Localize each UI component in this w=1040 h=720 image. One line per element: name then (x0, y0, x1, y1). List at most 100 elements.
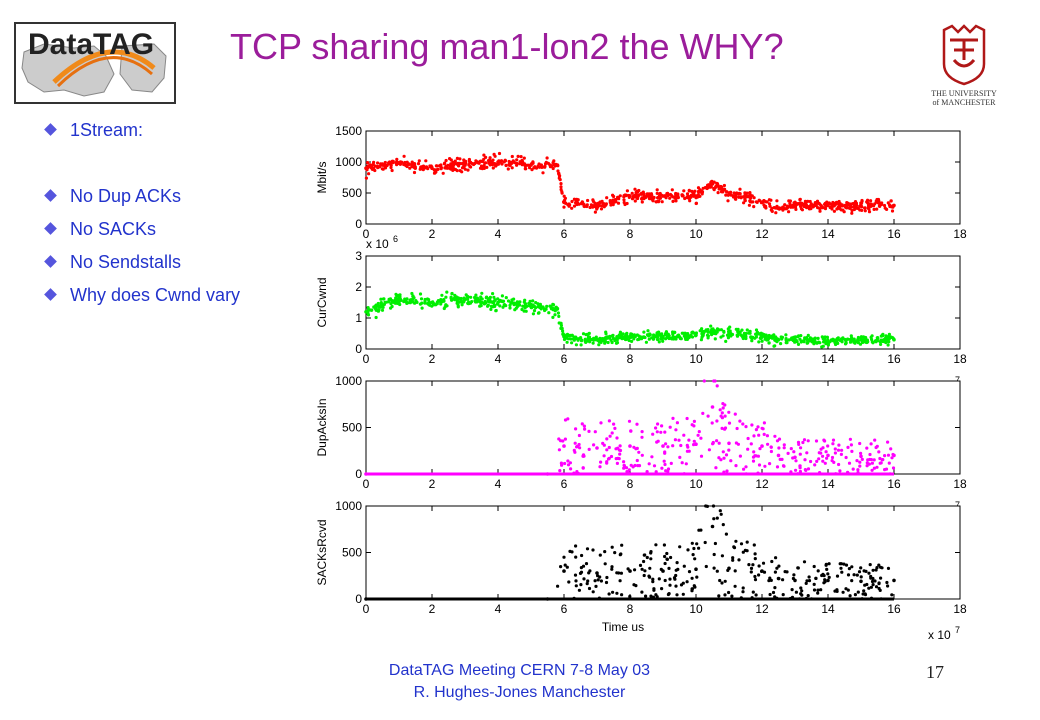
data-point (797, 597, 802, 601)
data-point (534, 166, 539, 170)
data-point (865, 339, 869, 344)
data-point (690, 189, 694, 193)
data-point (816, 591, 820, 595)
data-point (591, 205, 595, 209)
data-point (769, 198, 773, 202)
data-point (497, 151, 502, 156)
data-point (472, 162, 476, 167)
data-point (777, 437, 782, 441)
data-point (397, 297, 401, 302)
data-point (572, 204, 577, 208)
data-point (809, 207, 813, 211)
data-point (606, 457, 611, 461)
data-point (798, 469, 803, 474)
data-point (851, 467, 855, 471)
data-point (723, 414, 727, 418)
data-point (687, 570, 692, 574)
data-point (633, 568, 637, 572)
data-point (892, 203, 896, 208)
data-point (812, 203, 817, 207)
x-tick-label: 2 (429, 602, 436, 616)
data-point (675, 593, 679, 597)
data-point (364, 310, 368, 314)
data-point (379, 297, 383, 301)
data-point (541, 171, 545, 175)
data-point (562, 334, 566, 339)
y-axis-label: DupAcksIn (315, 398, 329, 456)
data-point (790, 588, 794, 592)
data-point (704, 564, 708, 569)
data-point (491, 292, 495, 296)
data-point (796, 566, 800, 570)
data-point (609, 454, 614, 459)
data-point (848, 594, 852, 598)
data-point (867, 210, 872, 214)
data-point (647, 337, 651, 341)
data-point (522, 300, 526, 304)
data-point (463, 297, 467, 302)
data-point (721, 188, 725, 193)
data-point (864, 335, 868, 340)
data-point (860, 198, 864, 203)
data-point (677, 438, 681, 442)
data-point (617, 448, 621, 452)
data-point (890, 593, 894, 597)
data-point (680, 193, 684, 197)
x-tick-label: 8 (627, 477, 634, 491)
data-point (805, 579, 809, 583)
data-point (842, 562, 846, 566)
data-point (555, 306, 560, 311)
data-point (707, 448, 712, 452)
data-point (690, 541, 694, 545)
data-point (666, 445, 670, 449)
data-point (889, 447, 893, 451)
data-point (687, 189, 691, 193)
data-point (654, 470, 658, 474)
data-point (508, 306, 512, 310)
data-point (514, 302, 518, 306)
data-point (751, 563, 755, 567)
data-point (802, 560, 807, 564)
data-point (675, 421, 680, 425)
data-point (824, 342, 828, 346)
data-point (466, 297, 470, 301)
data-point (453, 159, 457, 163)
data-point (741, 550, 745, 554)
data-point (587, 571, 591, 575)
data-point (651, 432, 655, 436)
data-point (858, 464, 862, 468)
data-point (655, 331, 659, 335)
data-point (846, 445, 850, 449)
x-tick-label: 12 (755, 227, 769, 241)
data-point (867, 571, 871, 575)
data-point (580, 553, 584, 558)
data-point (488, 159, 492, 163)
data-point (818, 207, 822, 211)
data-point (601, 338, 605, 342)
data-point (831, 442, 835, 446)
data-point (792, 201, 796, 205)
data-point (886, 453, 891, 457)
data-point (643, 335, 647, 340)
data-point (673, 438, 678, 442)
data-point (667, 334, 671, 338)
data-point (768, 576, 772, 580)
data-point (892, 337, 896, 342)
data-point (830, 455, 835, 460)
y-tick-label: 3 (355, 249, 362, 263)
y-tick-label: 0 (355, 467, 362, 481)
data-point (710, 421, 714, 425)
data-point (752, 450, 756, 454)
x-tick-label: 16 (887, 477, 901, 491)
data-point (821, 572, 825, 576)
data-point (812, 564, 816, 569)
data-point (492, 152, 496, 156)
data-point (602, 454, 606, 458)
data-point (781, 593, 785, 597)
data-point (835, 574, 840, 578)
data-point (887, 461, 891, 465)
data-point (834, 472, 838, 476)
data-point (855, 459, 859, 463)
data-point (364, 176, 368, 180)
data-point (631, 465, 635, 469)
